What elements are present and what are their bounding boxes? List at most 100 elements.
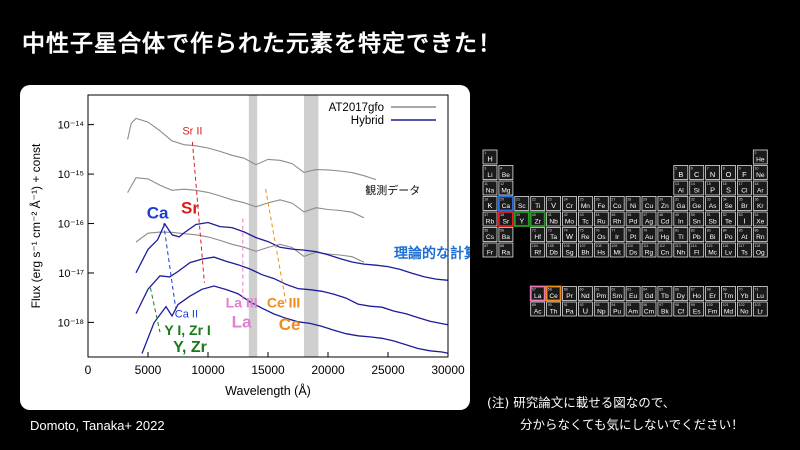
element-cell — [514, 196, 530, 211]
element-cell — [609, 301, 625, 317]
element-number: 103 — [755, 303, 761, 307]
x-tick-label-6: 30000 — [431, 363, 465, 377]
y-tick-label-3: 10⁻¹⁷ — [58, 268, 84, 280]
element-db: 105 Db — [546, 242, 561, 258]
element-symbol: Eu — [629, 293, 637, 300]
element-np: 93 Np — [593, 301, 609, 317]
element-es: 99 Es — [689, 301, 705, 317]
x-tick-label-4: 20000 — [311, 363, 345, 377]
element-symbol: O — [726, 170, 732, 179]
element-symbol: Ta — [550, 234, 557, 241]
element-u: 92U — [578, 301, 593, 317]
annotation-8: Ce III — [267, 295, 300, 311]
element-b: 5B — [673, 165, 689, 180]
element-sn: 50 Sn — [689, 211, 705, 227]
element-symbol: Sc — [518, 203, 526, 210]
element-number: 63 — [627, 288, 631, 292]
element-o: 8O — [721, 165, 736, 180]
element-symbol: Hg — [661, 234, 670, 241]
element-cell — [609, 286, 625, 301]
element-number: 91 — [564, 303, 568, 307]
element-og: 118 Og — [752, 242, 768, 258]
element-cell — [641, 286, 657, 301]
element-number: 19 — [484, 198, 488, 202]
element-number: 48 — [659, 213, 663, 217]
element-cell — [752, 227, 768, 242]
element-number: 22 — [532, 198, 536, 202]
element-fl: 114 Fl — [689, 242, 705, 258]
element-cell — [530, 227, 546, 242]
spectrum-chart: 0 5000 10000 15000 20000 25000 30000 10⁻¹⁴ 10⁻¹⁵… — [28, 94, 470, 398]
y-tick-label-0: 10⁻¹⁴ — [58, 120, 85, 132]
element-cell — [657, 301, 673, 317]
element-f: 9F — [737, 165, 752, 180]
element-cell — [482, 180, 498, 196]
element-cell — [673, 286, 689, 301]
element-symbol: Lu — [757, 293, 765, 300]
line-id-marker-2 — [149, 287, 161, 333]
element-number: 17 — [739, 182, 743, 186]
element-number: 78 — [627, 229, 631, 233]
element-p: 15P — [705, 180, 720, 196]
element-number: 45 — [611, 213, 615, 217]
series-line-0 — [127, 117, 377, 181]
element-cell — [689, 196, 705, 211]
element-number: 74 — [564, 229, 568, 233]
spectrum-chart-panel: 0 5000 10000 15000 20000 25000 30000 10⁻¹⁴ 10⁻¹⁵… — [20, 85, 470, 410]
element-number: 117 — [739, 244, 745, 248]
element-no: 102 No — [737, 301, 752, 317]
element-ac: 89 Ac — [530, 301, 546, 317]
element-number: 39 — [516, 213, 520, 217]
element-number: 24 — [564, 198, 568, 202]
element-number: 114 — [691, 244, 697, 248]
element-number: 40 — [532, 213, 536, 217]
element-cell — [705, 180, 720, 196]
element-symbol: Dy — [677, 293, 686, 300]
element-cell — [482, 227, 498, 242]
element-number: 32 — [691, 198, 695, 202]
element-number: 25 — [580, 198, 584, 202]
element-number: 36 — [755, 198, 759, 202]
element-number: 31 — [675, 198, 679, 202]
element-number: 102 — [739, 303, 745, 307]
element-cell — [530, 196, 546, 211]
element-number: 80 — [659, 229, 663, 233]
element-number: 53 — [739, 213, 743, 217]
element-number: 87 — [484, 244, 488, 248]
element-cell — [737, 180, 752, 196]
element-number: 11 — [484, 182, 488, 186]
element-cell — [497, 195, 514, 212]
element-number: 15 — [707, 182, 711, 186]
element-symbol: P — [710, 186, 715, 195]
element-ra: 88 Ra — [498, 242, 514, 258]
element-symbol: Pb — [693, 234, 701, 241]
element-number: 58 — [548, 288, 552, 292]
x-axis-label: Wavelength (Å) — [225, 383, 311, 398]
element-number: 9 — [739, 167, 741, 171]
element-symbol: Al — [678, 188, 684, 195]
element-number: 10 — [755, 167, 759, 171]
footnote: (注) 研究論文に載せる図なので、 分からなくても気にしないでください！ — [487, 392, 744, 436]
element-symbol: Tb — [661, 293, 669, 300]
element-n: 7N — [705, 165, 720, 180]
element-number: 21 — [516, 198, 520, 202]
element-cell — [482, 165, 498, 180]
element-number: 89 — [532, 303, 536, 307]
element-symbol: V — [551, 201, 556, 210]
element-nh: 113 Nh — [673, 242, 689, 258]
element-number: 118 — [755, 244, 761, 248]
element-symbol: Mn — [581, 203, 590, 210]
element-pd: 46 Pd — [625, 211, 641, 227]
element-cell — [752, 180, 768, 196]
element-symbol: Lr — [757, 309, 764, 316]
element-symbol: Bk — [661, 309, 669, 316]
